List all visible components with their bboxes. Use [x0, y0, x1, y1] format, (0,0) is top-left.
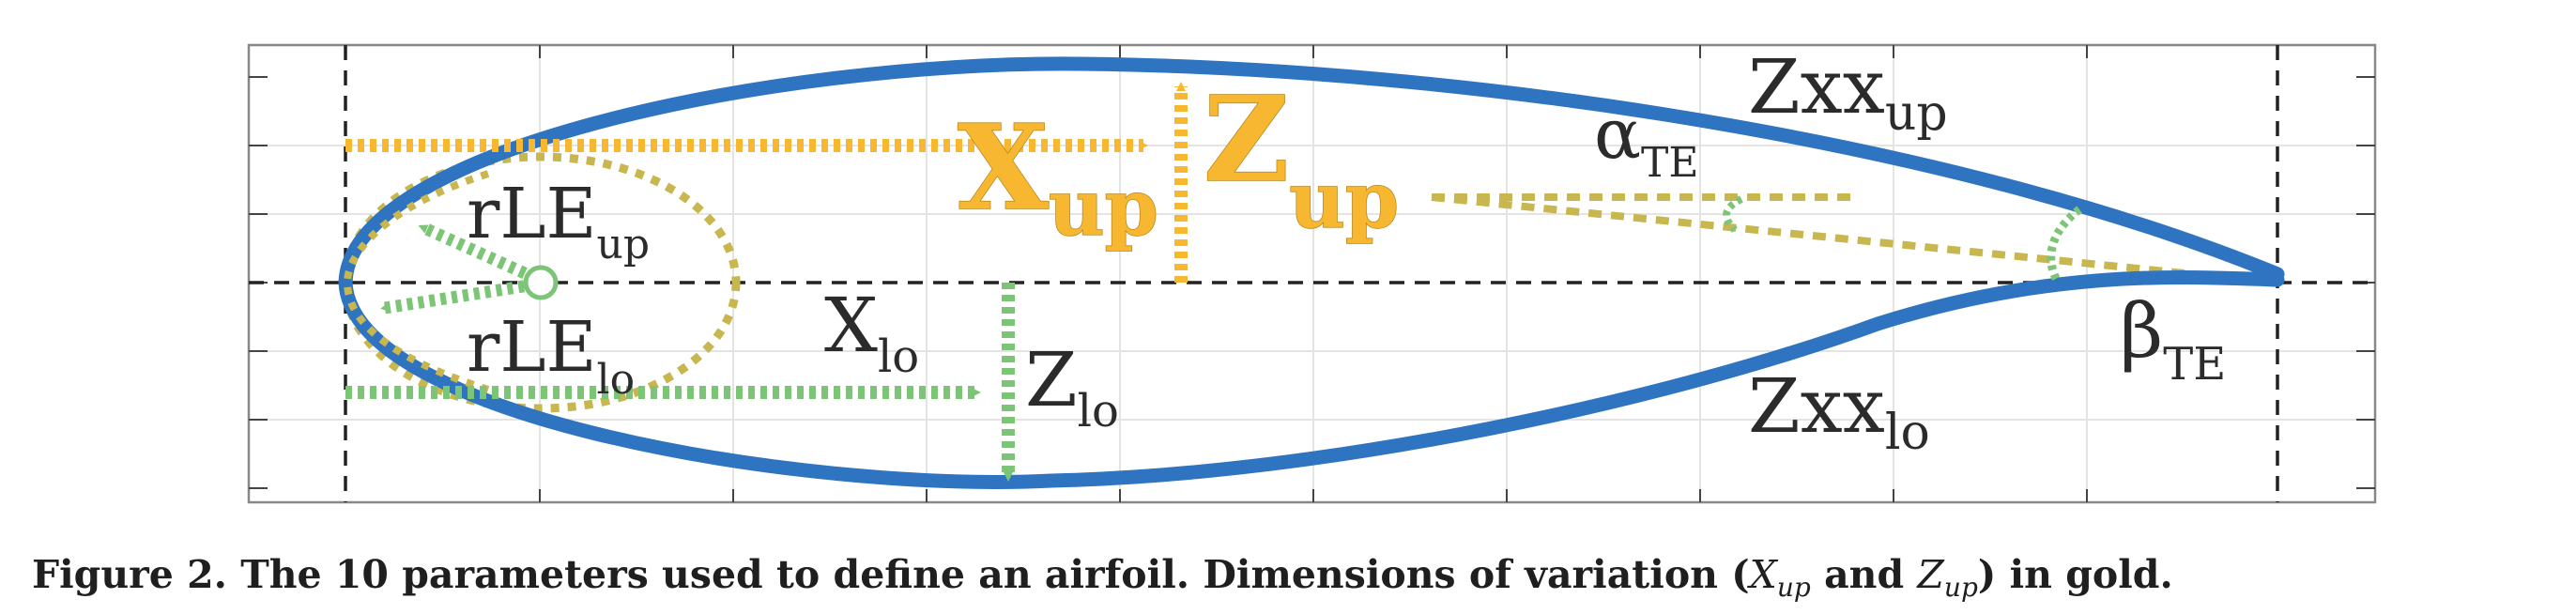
- beta-te-label: βTE: [2120, 287, 2226, 391]
- rle-up-arrow: [418, 222, 538, 284]
- caption-x-sub: up: [1776, 572, 1811, 604]
- alpha-te-arc: [1723, 195, 1743, 233]
- alpha-te-label: αTE: [1594, 94, 1698, 187]
- rle-lo-label: rLElo: [467, 307, 635, 404]
- rle-lo-arrow: [380, 278, 537, 315]
- x-up-label: Xup: [958, 100, 1158, 253]
- zxx-up-label: Zxxup: [1748, 43, 1948, 142]
- grid: [249, 45, 2375, 502]
- caption-z-sub: up: [1943, 572, 1978, 604]
- x-lo-label: Xlo: [824, 282, 919, 383]
- beta-te-arc: [2047, 206, 2082, 284]
- figure-caption: Figure 2. The 10 parameters used to defi…: [32, 552, 2557, 603]
- leading-edge-arc: [343, 170, 490, 393]
- plot-frame: [247, 43, 2377, 504]
- zxx-lo-label: Zxxlo: [1748, 362, 1930, 461]
- caption-and: and: [1810, 552, 1918, 597]
- airfoil-lower-surface: [338, 270, 2285, 489]
- caption-suffix: ) in gold.: [1977, 552, 2173, 597]
- airfoil-upper-surface: [338, 56, 2285, 290]
- airfoil-parameter-diagram: Xup Zup Zxxup αTE rLEup rLElo Xlo Zlo Zx…: [247, 43, 2377, 504]
- leading-edge-center: [523, 265, 559, 300]
- z-up-label: Zup: [1204, 71, 1399, 246]
- caption-z-var: Z: [1917, 552, 1944, 597]
- caption-x-var: X: [1749, 552, 1777, 597]
- te-angle-line: [1431, 193, 2278, 286]
- caption-prefix: Figure 2. The 10 parameters used to defi…: [32, 552, 1750, 597]
- rle-up-label: rLEup: [467, 174, 650, 269]
- z-lo-label: Zlo: [1025, 336, 1119, 437]
